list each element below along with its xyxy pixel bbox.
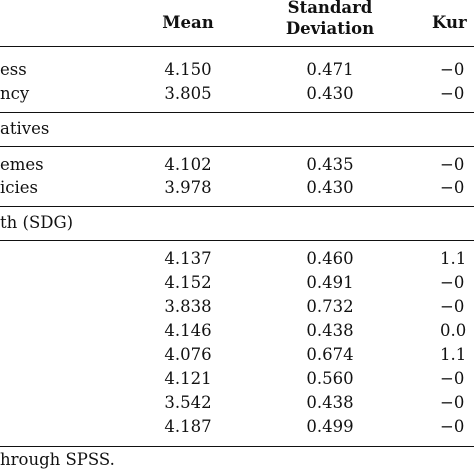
table-note: hrough SPSS. (0, 450, 115, 469)
row-sd: 0.674 (306, 345, 354, 364)
row-mean: 4.150 (164, 60, 212, 79)
row-label: emes (0, 155, 44, 174)
row-mean: 3.838 (164, 297, 212, 316)
header-rule (0, 46, 474, 47)
row-mean: 4.121 (164, 369, 212, 388)
row-sd: 0.430 (306, 84, 354, 103)
header-mean: Mean (162, 13, 214, 32)
row-kurtosis: 1.1 (440, 249, 467, 268)
row-kurtosis: 1.1 (440, 345, 467, 364)
row-sd: 0.435 (306, 155, 354, 174)
row-sd: 0.460 (306, 249, 354, 268)
row-mean: 3.542 (164, 393, 212, 412)
group1-rule (0, 112, 474, 113)
row-label: ncy (0, 84, 30, 103)
row-kurtosis: −0 (440, 60, 465, 79)
row-label: icies (0, 178, 39, 197)
header-sd-line1: Standard (287, 0, 373, 17)
row-mean: 3.978 (164, 178, 212, 197)
row-mean: 4.187 (164, 417, 212, 436)
row-mean: 4.102 (164, 155, 212, 174)
header-sd-line2: Deviation (285, 19, 375, 39)
row-mean: 4.076 (164, 345, 212, 364)
row-kurtosis: 0.0 (440, 321, 467, 340)
row-mean: 4.152 (164, 273, 212, 292)
row-mean: 4.146 (164, 321, 212, 340)
row-kurtosis: −0 (440, 369, 465, 388)
row-kurtosis: −0 (440, 393, 465, 412)
row-sd: 0.471 (306, 60, 354, 79)
row-label: ess (0, 60, 27, 79)
row-mean: 4.137 (164, 249, 212, 268)
section-heading: atives (0, 119, 50, 138)
row-sd: 0.560 (306, 369, 354, 388)
group3-subhead-rule (0, 240, 474, 241)
section-heading: th (SDG) (0, 213, 74, 232)
header-kurtosis: Kur (432, 13, 467, 32)
row-sd: 0.499 (306, 417, 354, 436)
row-sd: 0.491 (306, 273, 354, 292)
row-kurtosis: −0 (440, 155, 465, 174)
row-kurtosis: −0 (440, 84, 465, 103)
row-mean: 3.805 (164, 84, 212, 103)
table-bottom-rule (0, 446, 474, 447)
row-sd: 0.732 (306, 297, 354, 316)
group2-rule (0, 206, 474, 207)
row-sd: 0.438 (306, 321, 354, 340)
row-sd: 0.430 (306, 178, 354, 197)
row-kurtosis: −0 (440, 178, 465, 197)
row-sd: 0.438 (306, 393, 354, 412)
row-kurtosis: −0 (440, 297, 465, 316)
group2-subhead-rule (0, 146, 474, 147)
row-kurtosis: −0 (440, 417, 465, 436)
header-standard-deviation: Standard Deviation (270, 0, 390, 40)
row-kurtosis: −0 (440, 273, 465, 292)
